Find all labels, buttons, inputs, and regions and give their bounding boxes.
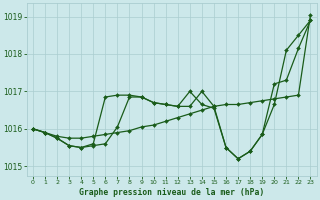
X-axis label: Graphe pression niveau de la mer (hPa): Graphe pression niveau de la mer (hPa)	[79, 188, 264, 197]
